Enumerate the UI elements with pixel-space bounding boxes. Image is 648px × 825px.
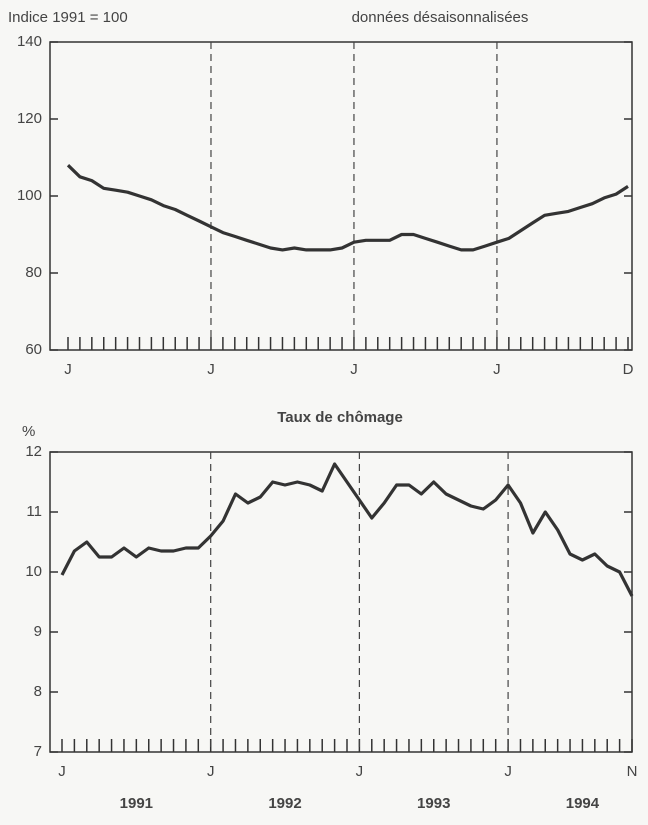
y-tick-label: 60 <box>25 341 42 358</box>
y-tick-label: 140 <box>17 33 42 50</box>
year-label: 1991 <box>120 795 153 812</box>
y-tick-label: 12 <box>25 443 42 460</box>
data-line <box>60 462 634 597</box>
y-tick-label: 80 <box>25 264 42 281</box>
x-tick-label: J <box>493 361 501 378</box>
data-line <box>66 164 629 252</box>
y-tick-label: 120 <box>17 110 42 127</box>
x-tick-label: J <box>64 361 72 378</box>
y-tick-label: 8 <box>34 683 42 700</box>
x-tick-label: N <box>627 763 638 780</box>
x-tick-label: J <box>504 763 512 780</box>
y-axis-label: % <box>22 423 35 440</box>
plot-frame <box>49 451 633 753</box>
y-tick-label: 100 <box>17 187 42 204</box>
x-tick-label: J <box>58 763 66 780</box>
x-tick-label: J <box>207 361 215 378</box>
y-axis-label: Indice 1991 = 100 <box>8 9 128 26</box>
chart-title: données désaisonnalisées <box>352 9 529 26</box>
y-tick-label: 10 <box>25 563 42 580</box>
chart-title: Taux de chômage <box>277 409 403 426</box>
x-tick-label: J <box>350 361 358 378</box>
x-tick-label: D <box>623 361 634 378</box>
y-tick-label: 9 <box>34 623 42 640</box>
y-tick-label: 11 <box>26 503 42 520</box>
y-tick-label: 7 <box>34 743 42 760</box>
year-label: 1994 <box>566 795 600 812</box>
x-tick-label: J <box>207 763 215 780</box>
year-label: 1992 <box>268 795 301 812</box>
x-tick-label: J <box>356 763 364 780</box>
year-label: 1993 <box>417 795 450 812</box>
